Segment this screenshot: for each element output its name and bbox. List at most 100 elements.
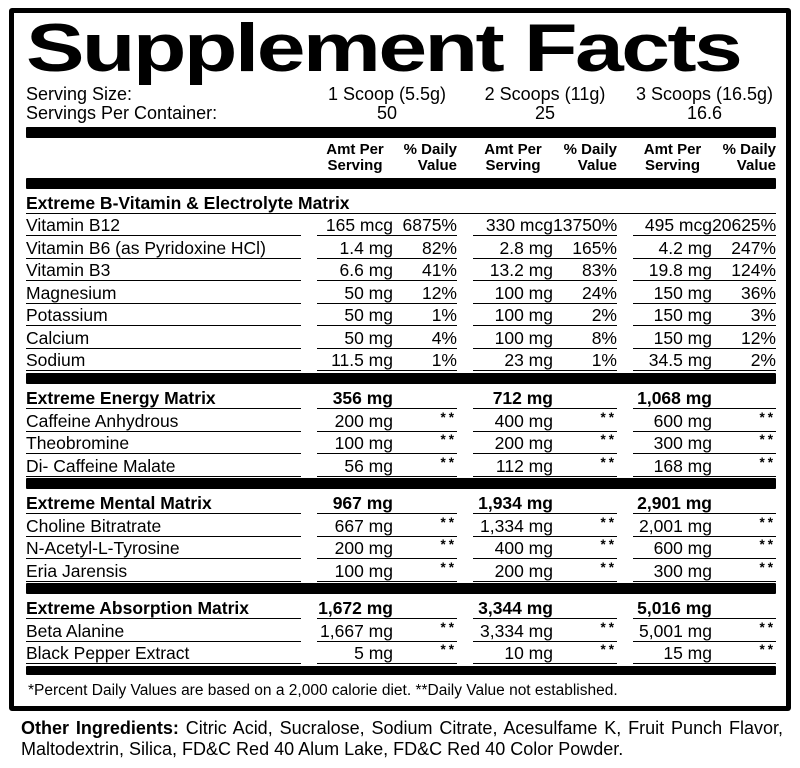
label-box: Supplement Facts Serving Size: 1 Scoop (5… xyxy=(9,8,791,711)
nutrient-value-group: 10 mg ** xyxy=(473,641,617,664)
dv-not-established-asterisks: ** xyxy=(759,619,776,635)
column-gap xyxy=(301,349,317,372)
column-gap xyxy=(301,214,317,237)
nutrient-sections: Extreme B-Vitamin & Electrolyte Matrix Vi… xyxy=(26,191,776,664)
serving-value: 1 Scoop (5.5g) xyxy=(327,84,447,104)
nutrient-row: Potassium 50 mg 1% 100 mg 2% 150 mg 3% xyxy=(26,304,776,327)
section-total-amount: 1,672 mg xyxy=(318,597,393,618)
section-total-group: 356 mg xyxy=(317,386,457,409)
amount-value: 2,001 mg xyxy=(639,515,712,536)
column-gap xyxy=(457,304,473,327)
nutrient-label: Vitamin B6 (as Pyridoxine HCl) xyxy=(26,236,301,259)
section-total-group: 1,934 mg xyxy=(473,491,617,514)
dv-not-established-asterisks: ** xyxy=(600,559,617,575)
column-gap xyxy=(301,85,317,104)
nutrient-value-group: 100 mg ** xyxy=(317,559,457,582)
serving-value: 25 xyxy=(534,103,556,123)
amount-value: 400 mg xyxy=(494,538,553,558)
serving-value: 16.6 xyxy=(686,103,723,123)
column-gap xyxy=(457,214,473,237)
nutrient-row: Theobromine 100 mg ** 200 mg ** 300 mg ** xyxy=(26,431,776,454)
amount-value: 112 mg xyxy=(495,455,553,476)
nutrient-value-group: 100 mg 24% xyxy=(473,281,617,304)
column-gap xyxy=(457,236,473,259)
nutrient-value-group: 600 mg ** xyxy=(633,536,776,559)
column-gap xyxy=(617,236,633,259)
nutrient-value-group: 200 mg ** xyxy=(473,431,617,454)
other-ingredients-text: Citric Acid, Sucralose, Sodium Citrate, … xyxy=(21,717,783,760)
section-total-group: 1,672 mg xyxy=(317,596,457,619)
nutrient-value-group: 495 mcg 20625% xyxy=(633,214,776,236)
amount-value: 150 mg xyxy=(653,305,712,325)
column-gap xyxy=(617,386,633,409)
column-gap xyxy=(301,536,317,559)
column-gap xyxy=(301,409,317,432)
amount-value: 3,334 mg xyxy=(480,620,553,641)
dv-not-established-asterisks: ** xyxy=(440,432,457,447)
section-total-group: 3,344 mg xyxy=(473,596,617,619)
dv-not-established-asterisks: ** xyxy=(600,619,617,635)
daily-value: 1% xyxy=(591,350,617,370)
serving-value: 2 Scoops (11g) xyxy=(484,84,606,104)
amount-value: 6.6 mg xyxy=(339,260,394,280)
amount-value: 100 mg xyxy=(494,282,553,303)
column-gap xyxy=(617,454,633,477)
nutrient-row: Calcium 50 mg 4% 100 mg 8% 150 mg 12% xyxy=(26,326,776,349)
section-total-amount: 2,901 mg xyxy=(637,492,712,513)
amount-value: 495 mcg xyxy=(644,215,712,235)
daily-value: ** xyxy=(553,641,617,663)
daily-value: 2% xyxy=(591,305,617,325)
daily-value: ** xyxy=(712,619,776,641)
amount-value: 4.2 mg xyxy=(658,237,713,258)
serving-row-label: Servings Per Container: xyxy=(26,103,218,123)
nutrient-label: Calcium xyxy=(26,326,301,349)
column-header-group: Amt Per Serving% Daily Value xyxy=(317,142,457,173)
nutrient-row: Vitamin B12 165 mcg 6875% 330 mcg 13750% 495 … xyxy=(26,214,776,237)
amt-per-serving-header: Amt Per Serving xyxy=(633,142,712,173)
column-gap xyxy=(301,491,317,514)
nutrient-value-group: 100 mg ** xyxy=(317,431,457,454)
nutrient-row: Beta Alanine 1,667 mg ** 3,334 mg ** 5,001 mg… xyxy=(26,619,776,642)
nutrient-value-group: 667 mg ** xyxy=(317,514,457,537)
column-gap xyxy=(457,559,473,582)
nutrient-row: Caffeine Anhydrous 200 mg ** 400 mg ** 600 mg… xyxy=(26,409,776,432)
column-gap xyxy=(301,514,317,537)
dv-not-established-asterisks: ** xyxy=(440,619,457,635)
nutrient-value-group: 112 mg ** xyxy=(473,454,617,477)
column-gap xyxy=(457,326,473,349)
daily-value: 4% xyxy=(431,327,457,348)
daily-value: ** xyxy=(712,559,776,581)
amount-value: 600 mg xyxy=(653,410,712,431)
column-gap xyxy=(457,104,473,123)
column-gap xyxy=(457,431,473,454)
daily-value: ** xyxy=(553,409,617,431)
daily-value: 8% xyxy=(591,327,617,348)
daily-value: ** xyxy=(393,431,457,453)
column-gap xyxy=(617,641,633,664)
nutrient-row: Black Pepper Extract 5 mg ** 10 mg ** 15 mg ** xyxy=(26,641,776,664)
amount-value: 10 mg xyxy=(504,643,553,663)
amt-per-serving-header: Amt Per Serving xyxy=(473,142,553,173)
nutrient-row: Vitamin B3 6.6 mg 41% 13.2 mg 83% 19.8 mg 124% xyxy=(26,259,776,281)
section-title: Extreme Absorption Matrix xyxy=(26,596,301,619)
daily-value: ** xyxy=(712,514,776,536)
nutrient-row: Sodium 11.5 mg 1% 23 mg 1% 34.5 mg 2% xyxy=(26,349,776,372)
nutrient-value-group: 200 mg ** xyxy=(317,409,457,432)
nutrient-label: Choline Bitratrate xyxy=(26,514,301,537)
column-gap xyxy=(301,596,317,619)
nutrient-value-group: 11.5 mg 1% xyxy=(317,349,457,371)
amount-value: 50 mg xyxy=(344,305,393,325)
column-gap xyxy=(301,142,317,173)
nutrient-value-group: 100 mg 8% xyxy=(473,326,617,349)
amount-value: 5,001 mg xyxy=(639,620,712,641)
nutrient-label: Eria Jarensis xyxy=(26,559,301,582)
dv-not-established-asterisks: ** xyxy=(600,514,617,530)
amount-value: 1,667 mg xyxy=(320,620,393,641)
nutrient-label: Vitamin B3 xyxy=(26,259,301,281)
divider-bar xyxy=(26,127,776,138)
column-gap xyxy=(457,281,473,304)
nutrient-value-group: 300 mg ** xyxy=(633,431,776,454)
nutrient-value-group: 5,001 mg ** xyxy=(633,619,776,642)
section-title: Extreme Energy Matrix xyxy=(26,386,301,409)
daily-value: ** xyxy=(553,431,617,453)
